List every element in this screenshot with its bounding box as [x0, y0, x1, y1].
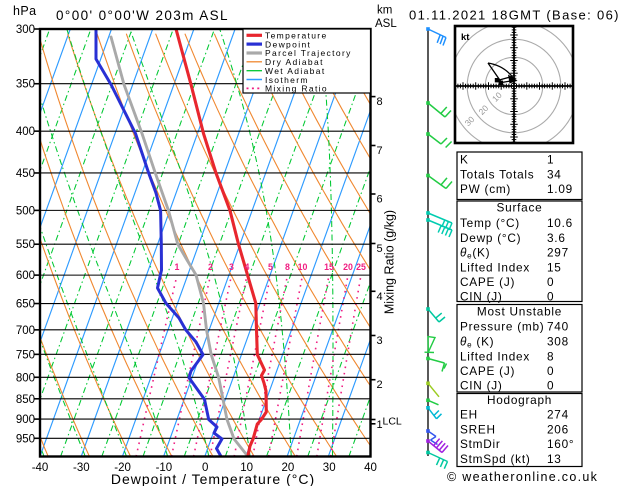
svg-text:650: 650	[16, 299, 35, 311]
svg-text:1: 1	[547, 153, 554, 167]
svg-text:SREH: SREH	[460, 422, 496, 436]
svg-text:160°: 160°	[547, 437, 574, 451]
svg-text:274: 274	[547, 408, 569, 422]
svg-text:01.11.2021 18GMT (Base: 06): 01.11.2021 18GMT (Base: 06)	[409, 8, 620, 23]
svg-text:308: 308	[547, 335, 569, 349]
svg-text:Surface: Surface	[497, 201, 543, 215]
svg-text:25: 25	[356, 262, 366, 272]
svg-text:350: 350	[16, 79, 35, 91]
svg-text:400: 400	[16, 126, 35, 138]
svg-text:0: 0	[547, 379, 554, 393]
svg-text:0: 0	[547, 289, 554, 303]
svg-text:40: 40	[364, 462, 377, 474]
svg-text:K: K	[460, 153, 469, 167]
svg-text:20: 20	[343, 262, 353, 272]
svg-text:StmSpd (kt): StmSpd (kt)	[460, 452, 531, 466]
svg-text:© weatheronline.co.uk: © weatheronline.co.uk	[447, 470, 598, 484]
svg-text:3: 3	[377, 335, 383, 347]
svg-text:EH: EH	[460, 408, 478, 422]
svg-text:Totals Totals: Totals Totals	[460, 167, 534, 181]
svg-text:8: 8	[377, 96, 383, 108]
svg-text:34: 34	[547, 167, 562, 181]
svg-text:6: 6	[377, 194, 383, 206]
svg-text:Pressure (mb): Pressure (mb)	[460, 320, 544, 334]
svg-text:CIN (J): CIN (J)	[460, 289, 503, 303]
svg-text:30: 30	[323, 462, 336, 474]
svg-text:1: 1	[175, 262, 180, 272]
svg-text:2: 2	[208, 262, 213, 272]
svg-text:CIN (J): CIN (J)	[460, 379, 503, 393]
svg-text:450: 450	[16, 168, 35, 180]
svg-text:Lifted Index: Lifted Index	[460, 260, 530, 274]
svg-text:LCL: LCL	[383, 416, 402, 428]
svg-text:km: km	[377, 5, 392, 17]
svg-text:850: 850	[16, 394, 35, 406]
svg-text:Mixing Ratio (g/kg): Mixing Ratio (g/kg)	[383, 210, 397, 314]
svg-text:-30: -30	[73, 462, 90, 474]
svg-text:7: 7	[377, 145, 383, 157]
svg-text:5: 5	[268, 262, 273, 272]
svg-text:10.6: 10.6	[547, 216, 573, 230]
svg-text:Dewp (°C): Dewp (°C)	[460, 231, 521, 245]
svg-text:CAPE (J): CAPE (J)	[460, 275, 515, 289]
svg-text:500: 500	[16, 205, 35, 217]
svg-text:0: 0	[547, 364, 554, 378]
svg-text:CAPE (J): CAPE (J)	[460, 364, 515, 378]
svg-text:13: 13	[547, 452, 562, 466]
svg-text:hPa: hPa	[13, 4, 36, 18]
svg-text:550: 550	[16, 239, 35, 251]
svg-text:θe(K): θe(K)	[460, 246, 490, 261]
svg-text:297: 297	[547, 246, 569, 260]
svg-text:-40: -40	[32, 462, 49, 474]
svg-text:8: 8	[547, 350, 554, 364]
svg-text:700: 700	[16, 325, 35, 337]
svg-text:Most Unstable: Most Unstable	[477, 305, 562, 319]
svg-text:206: 206	[547, 422, 569, 436]
svg-text:300: 300	[16, 24, 35, 36]
svg-text:950: 950	[16, 433, 35, 445]
svg-text:8: 8	[285, 262, 290, 272]
svg-text:900: 900	[16, 414, 35, 426]
svg-text:ASL: ASL	[375, 18, 397, 30]
svg-text:15: 15	[324, 262, 334, 272]
svg-text:θe (K): θe (K)	[460, 335, 494, 350]
svg-text:800: 800	[16, 372, 35, 384]
svg-text:Hodograph: Hodograph	[487, 393, 552, 407]
svg-text:1.09: 1.09	[547, 182, 573, 196]
svg-text:Temp (°C): Temp (°C)	[460, 216, 520, 230]
svg-text:kt: kt	[461, 32, 470, 43]
svg-text:3.6: 3.6	[547, 231, 566, 245]
svg-text:Lifted Index: Lifted Index	[460, 350, 530, 364]
svg-text:4: 4	[245, 262, 250, 272]
svg-text:Dewpoint / Temperature (°C): Dewpoint / Temperature (°C)	[111, 471, 315, 486]
svg-text:10: 10	[298, 262, 308, 272]
svg-text:2: 2	[377, 379, 383, 391]
svg-text:600: 600	[16, 270, 35, 282]
svg-text:750: 750	[16, 349, 35, 361]
svg-text:15: 15	[547, 260, 562, 274]
svg-text:0: 0	[547, 275, 554, 289]
svg-text:StmDir: StmDir	[460, 437, 501, 451]
svg-text:0°00' 0°00'W 203m ASL: 0°00' 0°00'W 203m ASL	[56, 8, 229, 23]
svg-text:740: 740	[547, 320, 569, 334]
svg-text:PW (cm): PW (cm)	[460, 182, 511, 196]
svg-text:3: 3	[229, 262, 234, 272]
svg-text:Mixing Ratio: Mixing Ratio	[265, 84, 328, 94]
